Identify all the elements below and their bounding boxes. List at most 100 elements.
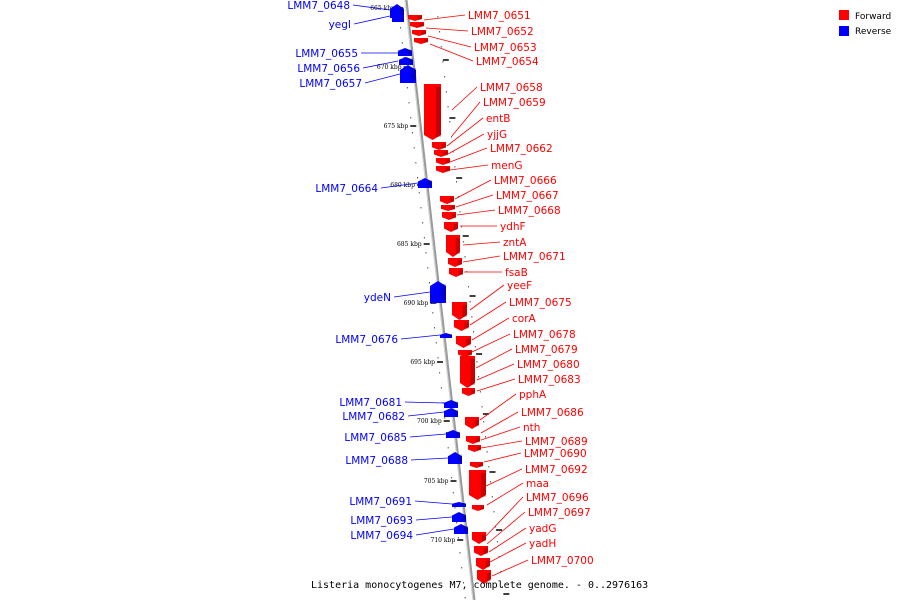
forward-gene-label: LMM7_0662 <box>490 143 553 155</box>
forward-gene-label: LMM7_0667 <box>496 190 559 202</box>
forward-gene-label: LMM7_0689 <box>525 436 588 448</box>
reverse-gene-label: LMM7_0694 <box>350 530 413 542</box>
leader-line <box>486 482 524 506</box>
scale-dot <box>473 331 475 333</box>
forward-gene-label: corA <box>512 313 537 325</box>
forward-gene <box>449 268 463 277</box>
forward-gene-label: LMM7_0653 <box>474 42 537 54</box>
forward-gene <box>448 258 462 267</box>
leader-line <box>393 291 431 298</box>
leader-line <box>471 333 511 353</box>
scale-dot <box>451 477 453 479</box>
genome-caption: Listeria monocytogenes M7, complete geno… <box>311 580 648 591</box>
reverse-gene-label: LMM7_0656 <box>297 63 360 75</box>
scale-dot <box>418 192 420 194</box>
scale-dot <box>456 181 458 183</box>
scale-dot <box>493 511 495 513</box>
forward-gene-label: nth <box>523 422 540 434</box>
scale-dot <box>488 466 490 468</box>
reverse-gene <box>400 65 416 83</box>
leader-line <box>491 559 529 577</box>
forward-gene <box>412 30 426 36</box>
scale-dot <box>478 376 480 378</box>
scale-dot <box>417 177 419 179</box>
forward-gene-label: LMM7_0686 <box>521 407 584 419</box>
leader-line <box>449 147 488 163</box>
forward-gene-label: yjjG <box>487 129 507 141</box>
scale-dot <box>401 42 403 44</box>
leader-line <box>485 496 524 537</box>
forward-gene <box>476 558 490 570</box>
reverse-gene <box>390 4 404 18</box>
leader-line <box>353 15 391 25</box>
legend-reverse-label: Reverse <box>855 27 892 37</box>
leader-line <box>414 500 453 505</box>
leader-line <box>404 401 445 404</box>
forward-gene-label: entB <box>486 113 510 125</box>
reverse-gene-label: LMM7_0685 <box>344 432 407 444</box>
reverse-gene-label: LMM7_0693 <box>350 515 413 527</box>
reverse-gene <box>392 16 404 22</box>
leader-line <box>480 440 523 449</box>
forward-gene <box>462 388 475 396</box>
forward-gene <box>444 222 458 232</box>
scale-dot <box>403 57 405 59</box>
forward-gene <box>458 350 472 357</box>
leader-line <box>488 527 527 553</box>
scale-dot <box>422 222 424 224</box>
forward-gene <box>424 84 441 140</box>
forward-gene <box>466 436 480 444</box>
reverse-gene <box>452 502 466 507</box>
scale-tick-label: 690 kbp <box>404 300 429 307</box>
leader-line <box>410 457 449 461</box>
scale-dot <box>459 211 461 213</box>
scale-dot <box>437 357 439 359</box>
reverse-gene-label: LMM7_0682 <box>342 411 405 423</box>
scale-dot <box>481 406 483 408</box>
leader-line <box>454 179 492 200</box>
reverse-gene <box>399 57 413 65</box>
forward-gene-label: LMM7_0675 <box>509 297 572 309</box>
leader-line <box>456 209 496 216</box>
scale-tick-label: 670 kbp <box>377 64 402 71</box>
scale-dot <box>437 16 439 18</box>
reverse-gene <box>448 452 462 464</box>
scale-dot <box>452 151 454 153</box>
scale-dot <box>452 492 454 494</box>
scale-dot <box>439 372 441 374</box>
leader-line <box>364 73 401 84</box>
scale-dot <box>413 147 415 149</box>
leader-line <box>362 60 399 69</box>
reverse-gene-label: yegI <box>329 19 351 31</box>
leader-line <box>462 241 501 246</box>
forward-gene <box>472 505 484 511</box>
scale-dot <box>491 496 493 498</box>
leader-line <box>479 393 517 421</box>
reverse-gene <box>440 333 452 338</box>
scale-tick-label: 680 kbp <box>390 182 415 189</box>
scale-dot <box>454 507 456 509</box>
forward-gene-label: LMM7_0654 <box>476 56 539 68</box>
leader-line <box>451 101 481 137</box>
forward-gene-label: zntA <box>503 237 527 249</box>
forward-gene <box>410 22 424 28</box>
scale-dot <box>410 117 412 119</box>
scale-dot <box>444 76 446 78</box>
forward-gene-label: LMM7_0658 <box>480 82 543 94</box>
forward-gene-label: pphA <box>519 389 547 401</box>
leader-line <box>400 334 441 340</box>
leader-line <box>462 255 501 263</box>
scale-tick-label: 665 kbp <box>370 5 395 12</box>
reverse-gene-label: LMM7_0676 <box>335 334 398 346</box>
scale-dot <box>406 87 408 89</box>
reverse-gene <box>430 281 446 303</box>
scale-dot <box>474 346 476 348</box>
leader-line <box>427 35 472 48</box>
forward-gene-label: LMM7_0680 <box>517 359 580 371</box>
forward-gene-label: LMM7_0651 <box>468 10 531 22</box>
leader-line <box>483 452 522 463</box>
leader-line <box>469 301 507 326</box>
reverse-gene <box>444 400 458 408</box>
reverse-gene <box>446 430 460 438</box>
